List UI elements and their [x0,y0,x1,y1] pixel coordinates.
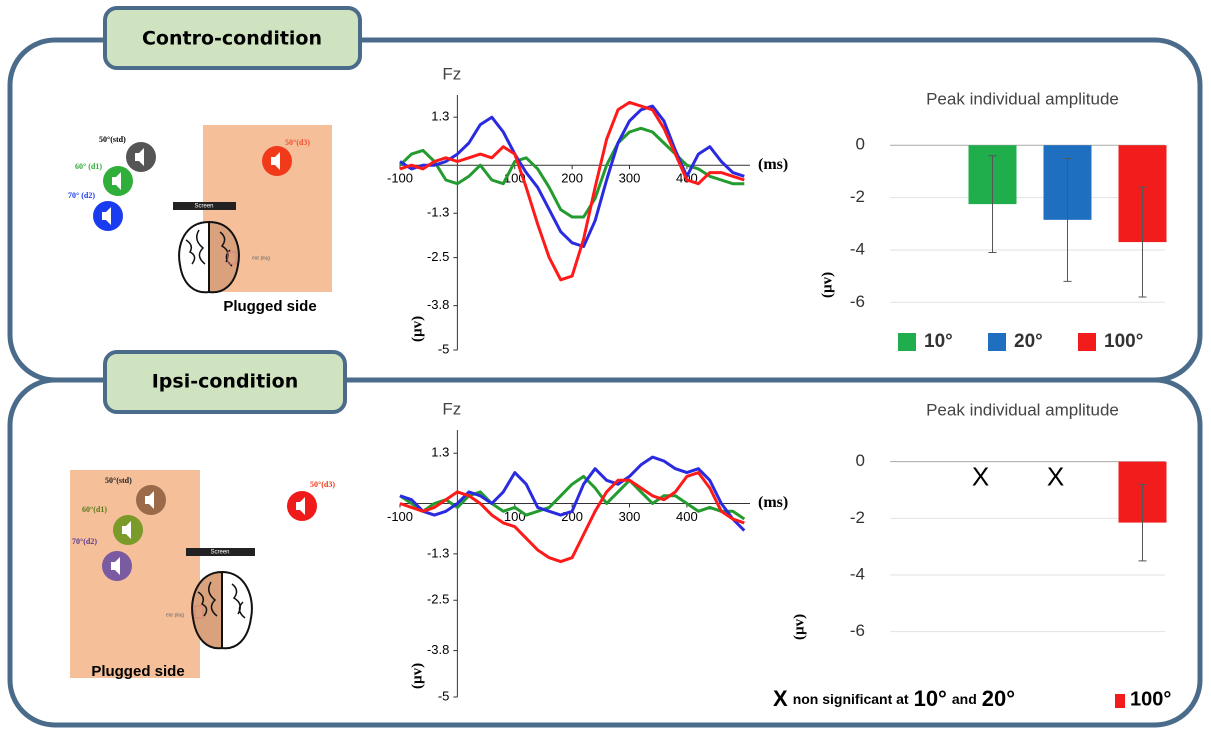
ear-plug [194,605,204,619]
erp-line [399,474,746,521]
ear-plug-label: ear plug [252,255,270,261]
x-tick-label: 400 [676,509,698,524]
speaker-label: 50°(d3) [285,138,310,147]
chart-title: Peak individual amplitude [926,400,1119,419]
legend-note-part: 20° [982,686,1015,711]
setup-diagram: 50°(std) 60°(d1) 70°(d2) 50°(d3) Screen … [70,470,335,680]
x-axis-label: (ms) [758,156,788,173]
plugged-side: Plugged side [91,663,184,680]
x-tick-label: -100 [387,509,413,524]
chart-title: Peak individual amplitude [926,89,1119,108]
y-tick-label: -1.3 [427,205,449,220]
erp-line [399,455,746,532]
legend-label: 20° [1014,331,1043,352]
error-bar [1138,483,1147,562]
value-label: X [1047,462,1064,492]
ear-plug [227,251,237,265]
setup-diagram: 50°(std) 60° (d1) 70° (d2) 50°(d3) Scree… [68,125,332,315]
x-axis-label: (ms) [758,494,788,511]
y-tick-label: 0 [856,451,865,470]
y-tick-label: -3.8 [427,642,449,657]
y-tick-label: -6 [850,292,865,311]
y-axis-label: (µv) [791,614,807,640]
speaker-label: 70°(d2) [72,537,97,546]
x-tick-label: 200 [561,171,583,186]
speaker-label: 50°(d3) [310,480,335,489]
panel-title: Contro-condition [142,28,322,50]
brain-fold [197,581,246,619]
screen [173,202,236,210]
brain [221,570,253,650]
panel-frame [7,377,1203,728]
x-tick-label: 300 [619,171,641,186]
y-tick-label: 1.3 [431,445,449,460]
x-tick-label: -100 [387,171,413,186]
speaker-label: 50°(std) [99,135,126,144]
error-bar [1138,186,1147,298]
legend-swatch [1078,333,1096,351]
y-tick-label: -2 [850,508,865,527]
legend-note-part: X [773,686,788,711]
y-tick-label: -3.8 [427,297,449,312]
y-tick-label: -2 [850,187,865,206]
legend-label: 10° [924,331,953,352]
legend-label: 100° [1104,331,1143,352]
y-tick-label: 0 [856,135,865,154]
legend-label: 100° [1130,688,1171,710]
y-tick-label: -5 [438,341,450,356]
legend-note-part: and [952,691,977,707]
y-tick-label: -1.3 [427,545,449,560]
panel-title: Ipsi-condition [152,371,299,393]
panel-tab [103,350,347,414]
brain-fold [185,229,233,267]
legend-swatch [898,333,916,351]
speaker-label: 70° (d2) [68,191,95,200]
ear-plug-label: ear plug [166,612,184,618]
error-bar [1063,157,1072,282]
field [70,470,200,678]
legend-note-part: 10° [914,686,947,711]
y-tick-label: -6 [850,621,865,640]
y-tick-label: -2.5 [427,249,449,264]
y-tick-label: -2.5 [427,592,449,607]
y-axis-label: (µv) [409,663,425,689]
y-tick-label: -4 [850,564,865,583]
erp-line [399,471,745,564]
x-tick-label: 300 [619,509,641,524]
y-tick-label: -4 [850,239,865,258]
panel-tab [103,6,362,70]
y-axis-label: (µv) [409,316,425,342]
brain [208,220,240,294]
screen-label: Screen [194,204,213,210]
erp-line [399,100,745,282]
error-bar [988,155,997,254]
y-axis-label: (µv) [819,272,835,298]
y-tick-label: -5 [438,688,450,703]
plugged-side: Plugged side [223,298,316,315]
speaker-label: 60° (d1) [75,162,102,171]
speaker-label: 50°(std) [105,476,132,485]
legend-swatch [988,333,1006,351]
legend-swatch [1115,694,1125,708]
speaker-label: 60°(d1) [82,505,107,514]
screen [186,548,255,556]
erp-line [398,126,745,219]
chart-title: Fz [442,64,461,83]
value-label: X [972,462,989,492]
screen-label: Screen [210,550,229,556]
erp-line [399,104,745,248]
legend-note-part: non significant at [793,691,909,707]
chart-title: Fz [442,399,461,418]
y-tick-label: 1.3 [431,109,449,124]
